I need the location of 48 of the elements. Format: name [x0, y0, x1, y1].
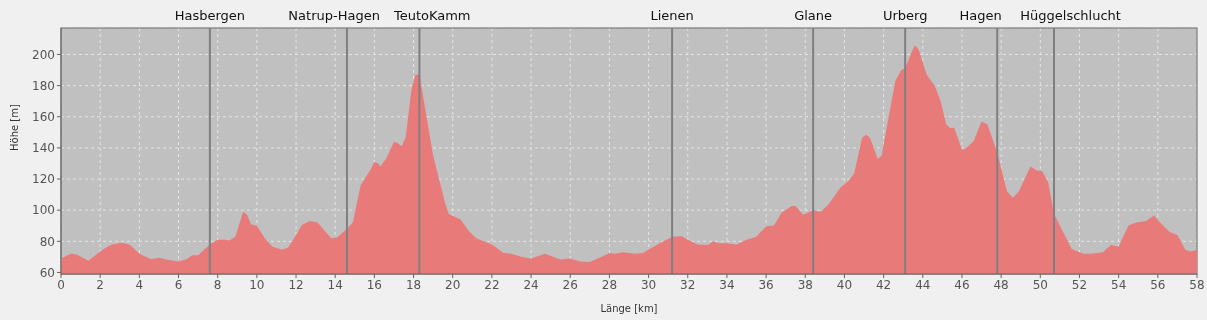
ref-line-label: Hasbergen	[174, 8, 246, 23]
y-tick-label: 120	[32, 172, 55, 187]
y-tick-label: 140	[32, 141, 55, 156]
ref-line-label: Natrup-Hagen	[288, 8, 380, 23]
x-tick-label: 6	[174, 277, 183, 292]
y-tick-label: 160	[32, 110, 55, 125]
x-tick-label: 26	[562, 277, 578, 292]
x-tick-label: 50	[1032, 277, 1048, 292]
ref-line-label: Lienen	[650, 8, 694, 23]
x-tick-label: 58	[1189, 277, 1205, 292]
x-tick-label: 4	[135, 277, 144, 292]
y-tick-label: 80	[39, 234, 55, 249]
x-tick-label: 38	[797, 277, 813, 292]
x-tick-label: 36	[758, 277, 774, 292]
x-tick-label: 52	[1071, 277, 1088, 292]
x-tick-label: 10	[249, 277, 265, 292]
ref-line-label: Glane	[794, 8, 833, 23]
x-tick-label: 16	[366, 277, 383, 292]
x-tick-label: 30	[640, 277, 657, 292]
x-tick-label: 22	[484, 277, 500, 292]
x-tick-label: 40	[836, 277, 853, 292]
ref-line-label: Urberg	[882, 8, 928, 23]
ref-line-label: Hüggelschlucht	[1020, 8, 1121, 23]
x-tick-label: 28	[601, 277, 618, 292]
x-axis-title: Länge [km]	[600, 303, 658, 314]
x-tick-label: 46	[954, 277, 970, 292]
x-tick-label: 2	[96, 277, 104, 292]
x-tick-label: 44	[915, 277, 931, 292]
x-tick-label: 24	[523, 277, 539, 292]
y-tick-label: 100	[32, 203, 55, 218]
x-tick-label: 48	[993, 277, 1009, 292]
x-tick-label: 14	[327, 277, 343, 292]
x-tick-label: 42	[875, 277, 892, 292]
x-tick-label: 56	[1150, 277, 1166, 292]
x-tick-label: 32	[680, 277, 696, 292]
y-tick-label: 180	[32, 78, 55, 93]
ref-line-label: TeutoKamm	[392, 8, 471, 23]
x-tick-label: 8	[213, 277, 222, 292]
x-tick-label: 0	[57, 277, 65, 292]
y-tick-label: 200	[32, 47, 55, 62]
x-tick-label: 12	[288, 277, 304, 292]
x-tick-label: 20	[445, 277, 461, 292]
y-axis-title: Höhe [m]	[8, 104, 20, 151]
x-tick-label: 34	[719, 277, 735, 292]
y-tick-label: 60	[39, 265, 55, 280]
x-tick-label: 18	[405, 277, 422, 292]
ref-line-label: Hagen	[959, 8, 1002, 23]
x-tick-label: 54	[1111, 277, 1127, 292]
